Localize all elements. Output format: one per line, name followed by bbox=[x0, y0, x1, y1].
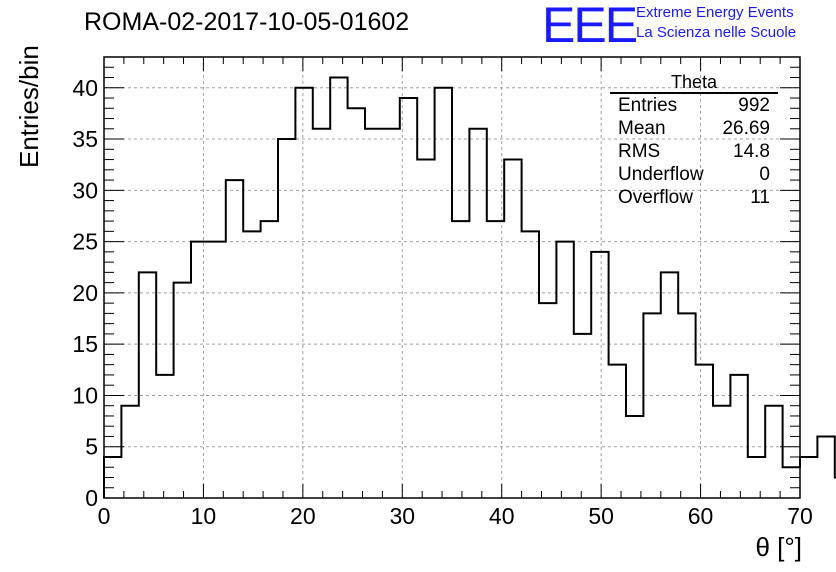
x-tick-label: 20 bbox=[290, 503, 316, 529]
stats-label: Underflow bbox=[618, 164, 704, 185]
logo-line-2: La Scienza nelle Scuole bbox=[636, 24, 797, 41]
stats-title: Theta bbox=[610, 72, 778, 94]
stats-label: RMS bbox=[618, 141, 661, 162]
stats-row-entries: Entries 992 bbox=[610, 94, 778, 117]
stats-value: 0 bbox=[759, 164, 770, 185]
y-tick-label: 30 bbox=[72, 177, 98, 203]
stats-row-overflow: Overflow 11 bbox=[610, 186, 778, 209]
stats-value: 992 bbox=[738, 95, 770, 116]
stats-label: Entries bbox=[618, 95, 678, 116]
stats-label: Overflow bbox=[618, 187, 693, 208]
y-tick-label: 35 bbox=[72, 126, 98, 152]
logo-line-1: Extreme Energy Events bbox=[636, 4, 794, 21]
x-tick-label: 50 bbox=[588, 503, 614, 529]
stats-row-rms: RMS 14.8 bbox=[610, 140, 778, 163]
stats-value: 11 bbox=[750, 187, 770, 208]
x-axis-label: θ [°] bbox=[755, 532, 802, 562]
x-tick-label: 60 bbox=[688, 503, 714, 529]
x-tick-label: 70 bbox=[787, 503, 813, 529]
x-tick-label: 30 bbox=[389, 503, 415, 529]
stats-value: 14.8 bbox=[733, 141, 770, 162]
y-tick-label: 0 bbox=[85, 485, 98, 511]
y-tick-label: 40 bbox=[72, 75, 98, 101]
stats-label: Mean bbox=[618, 118, 666, 139]
eee-logo: EEE bbox=[542, 0, 638, 53]
x-tick-label: 10 bbox=[191, 503, 217, 529]
stats-row-mean: Mean 26.69 bbox=[610, 117, 778, 140]
stats-value: 26.69 bbox=[722, 118, 770, 139]
histogram-series bbox=[103, 76, 836, 498]
y-tick-label: 25 bbox=[72, 229, 98, 255]
stats-box: Theta Entries 992 Mean 26.69 RMS 14.8 Un… bbox=[610, 72, 778, 209]
y-tick-label: 20 bbox=[72, 280, 98, 306]
x-tick-label: 0 bbox=[98, 503, 111, 529]
y-tick-label: 5 bbox=[85, 434, 98, 460]
y-tick-label: 10 bbox=[72, 382, 98, 408]
x-tick-label: 40 bbox=[489, 503, 515, 529]
chart-title: ROMA-02-2017-10-05-01602 bbox=[84, 8, 410, 36]
plot-frame bbox=[103, 56, 801, 499]
stats-row-underflow: Underflow 0 bbox=[610, 163, 778, 186]
y-tick-label: 15 bbox=[72, 331, 98, 357]
